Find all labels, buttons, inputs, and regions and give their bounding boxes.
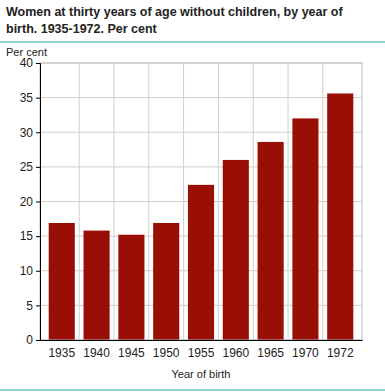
- y-tick: 35: [20, 91, 40, 105]
- grid-line: [40, 97, 362, 98]
- y-tick: 20: [20, 195, 40, 209]
- y-tick: 10: [20, 264, 40, 278]
- chart: Women at thirty years of age without chi…: [0, 0, 385, 392]
- y-tick-label: 40: [20, 56, 34, 70]
- bar: [84, 231, 110, 340]
- bar: [292, 118, 318, 340]
- frame: [40, 63, 362, 340]
- bar: [153, 223, 179, 340]
- y-tick: 30: [20, 126, 40, 140]
- y-tick-label: 25: [20, 160, 34, 174]
- bar: [223, 160, 249, 340]
- y-tick-label: 0: [26, 333, 33, 347]
- grid-line-vertical: [79, 63, 80, 340]
- grid-line-vertical: [218, 63, 219, 340]
- x-tick: 1935: [48, 340, 75, 360]
- grid: [40, 63, 362, 340]
- grid-line-vertical: [183, 63, 184, 340]
- x-tick: 1965: [257, 340, 284, 360]
- y-axis-line: [36, 64, 41, 341]
- bar: [327, 93, 353, 340]
- x-tick: 1955: [188, 340, 215, 360]
- grid-line-vertical: [148, 63, 149, 340]
- y-tick-label: 10: [20, 264, 34, 278]
- y-tick-mark: [36, 202, 40, 203]
- y-tick-label: 20: [20, 195, 34, 209]
- x-tick-label: 1965: [257, 346, 284, 360]
- x-axis-line: [41, 340, 363, 341]
- y-axis-title: Per cent: [6, 46, 47, 58]
- plot: 0 5 10 15 20 25 30 35 40 1935 1940 1945 1950 1955 1960…: [20, 56, 363, 359]
- bars: [49, 93, 354, 340]
- y-tick: 40: [20, 56, 40, 70]
- y-tick-mark: [36, 98, 40, 99]
- x-tick-label: 1935: [48, 346, 75, 360]
- x-axis-title: Year of birth: [172, 368, 231, 380]
- bar: [118, 235, 144, 340]
- y-tick-label: 15: [20, 229, 34, 243]
- y-tick: 15: [20, 229, 40, 243]
- separator: [0, 389, 385, 391]
- bar: [49, 223, 75, 340]
- y-tick-mark: [36, 63, 40, 64]
- y-tick-label: 30: [20, 126, 34, 140]
- bar: [188, 185, 214, 340]
- x-tick: 1960: [222, 340, 249, 360]
- x-tick-label: 1960: [222, 346, 249, 360]
- x-tick-label: 1970: [292, 346, 319, 360]
- grid-line-vertical: [113, 63, 114, 340]
- x-tick-label: 1972: [327, 346, 354, 360]
- y-axis: 0 5 10 15 20 25 30 35 40: [20, 56, 41, 347]
- x-tick-label: 1955: [188, 346, 215, 360]
- y-tick-mark: [36, 167, 40, 168]
- x-tick: 1940: [83, 340, 110, 360]
- grid-line-vertical: [322, 63, 323, 340]
- y-tick: 25: [20, 160, 40, 174]
- x-tick-label: 1950: [153, 346, 180, 360]
- grid-line-vertical: [253, 63, 254, 340]
- x-tick: 1972: [327, 340, 354, 360]
- y-tick-mark: [36, 340, 40, 341]
- y-tick: 5: [26, 299, 40, 313]
- x-tick: 1950: [153, 340, 180, 360]
- y-tick: 0: [26, 333, 40, 347]
- x-tick-label: 1940: [83, 346, 110, 360]
- x-axis: 1935 1940 1945 1950 1955 1960 1965 1970 1972: [41, 340, 363, 360]
- x-tick-label: 1945: [118, 346, 145, 360]
- y-tick-mark: [36, 271, 40, 272]
- title: Women at thirty years of age without chi…: [6, 5, 343, 36]
- x-tick: 1970: [292, 340, 319, 360]
- y-tick-mark: [36, 132, 40, 133]
- grid-line-vertical: [288, 63, 289, 340]
- y-tick-label: 5: [26, 299, 33, 313]
- separator: [0, 41, 385, 43]
- y-tick-label: 35: [20, 91, 34, 105]
- x-tick: 1945: [118, 340, 145, 360]
- y-tick-mark: [36, 236, 40, 237]
- bar: [258, 142, 284, 340]
- y-tick-mark: [36, 305, 40, 306]
